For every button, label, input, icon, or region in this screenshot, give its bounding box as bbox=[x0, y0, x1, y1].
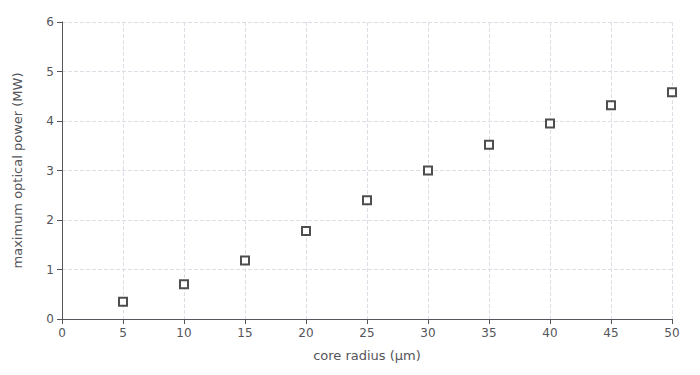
svg-text:45: 45 bbox=[603, 326, 618, 340]
svg-text:core radius (μm): core radius (μm) bbox=[313, 348, 421, 363]
svg-text:maximum optical power (MW): maximum optical power (MW) bbox=[10, 73, 25, 269]
svg-text:25: 25 bbox=[359, 326, 374, 340]
svg-text:15: 15 bbox=[237, 326, 252, 340]
svg-text:0: 0 bbox=[58, 326, 66, 340]
svg-text:35: 35 bbox=[481, 326, 496, 340]
svg-text:2: 2 bbox=[46, 213, 54, 227]
svg-text:20: 20 bbox=[298, 326, 313, 340]
svg-text:1: 1 bbox=[46, 263, 54, 277]
svg-text:50: 50 bbox=[664, 326, 679, 340]
svg-text:0: 0 bbox=[46, 312, 54, 326]
svg-text:5: 5 bbox=[46, 65, 54, 79]
svg-text:30: 30 bbox=[420, 326, 435, 340]
svg-text:10: 10 bbox=[176, 326, 191, 340]
svg-text:40: 40 bbox=[542, 326, 557, 340]
svg-text:4: 4 bbox=[46, 114, 54, 128]
svg-text:5: 5 bbox=[119, 326, 127, 340]
svg-text:3: 3 bbox=[46, 164, 54, 178]
svg-text:6: 6 bbox=[46, 15, 54, 29]
